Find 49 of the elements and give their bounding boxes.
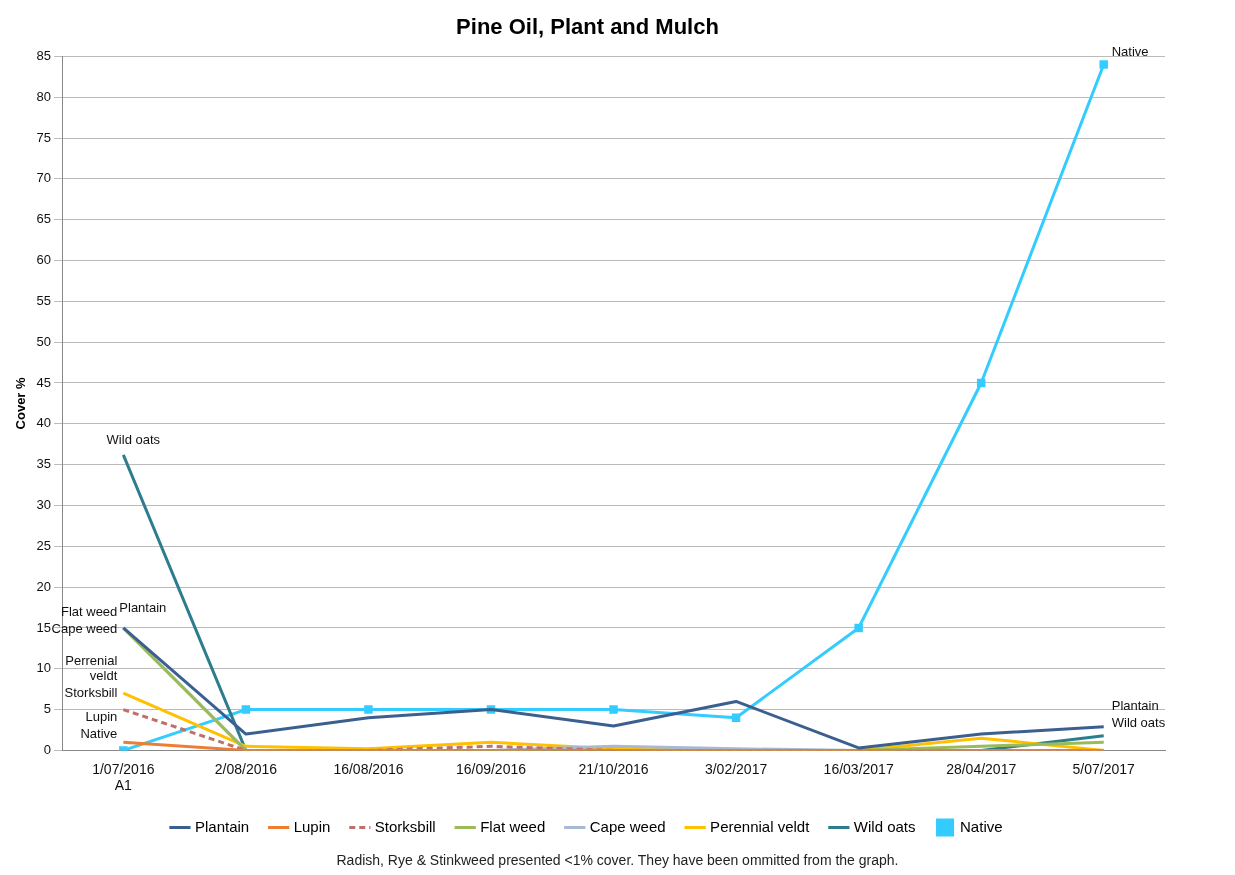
annotation: Native xyxy=(80,725,118,741)
legend-label: Plantain xyxy=(194,817,250,835)
y-tick-label: 35 xyxy=(36,456,52,472)
x-tick-label: 28/04/2017 xyxy=(946,760,1017,777)
y-tick-label: 30 xyxy=(36,497,52,513)
y-tick-label: 15 xyxy=(36,619,52,635)
y-tick-label: 0 xyxy=(43,741,52,757)
annotation: Perrenial veldt xyxy=(65,653,118,684)
legend-label: Flat weed xyxy=(480,817,546,835)
x-tick-label: 2/08/2016 xyxy=(214,760,278,777)
y-tick-label: 80 xyxy=(36,88,52,104)
y-tick-label: 70 xyxy=(36,170,52,186)
y-tick-label: 20 xyxy=(36,578,52,594)
legend-label: Storksbill xyxy=(374,817,436,835)
legend-label: Lupin xyxy=(293,817,331,835)
y-tick-label: 75 xyxy=(36,129,52,145)
x-tick-label: 16/09/2016 xyxy=(455,760,527,777)
y-tick-label: 85 xyxy=(36,47,52,63)
text: Radish, Rye & Stinkweed presented <1% cover. They have been ommitted from the graph. xyxy=(335,851,900,870)
x-tick-label: 21/10/2016 xyxy=(578,760,649,777)
legend-label: Native xyxy=(960,817,1003,835)
legend-label: Cape weed xyxy=(589,817,666,835)
annotation: Flat weed xyxy=(60,603,118,619)
y-tick-label: 40 xyxy=(36,415,52,431)
x-tick-label: 3/02/2017 xyxy=(704,760,768,777)
annotation: Wild oats xyxy=(106,432,161,448)
y-tick-label: 10 xyxy=(36,660,52,676)
legend-label: Wild oats xyxy=(853,817,916,835)
y-tick-label: 25 xyxy=(36,537,52,553)
annotation: Lupin xyxy=(85,708,118,724)
y-tick-label: 60 xyxy=(36,252,52,268)
annotation: Cape weed xyxy=(51,621,118,637)
x-tick-label: 16/08/2016 xyxy=(333,760,404,777)
y-tick-label: 5 xyxy=(43,701,52,717)
chart-title: Pine Oil, Plant and Mulch xyxy=(456,14,719,40)
x-tick-label: 16/03/2017 xyxy=(823,760,894,777)
y-tick-label: 55 xyxy=(36,292,52,308)
x-tick-label: 5/07/2017 xyxy=(1072,760,1136,777)
y-tick-label: 65 xyxy=(36,211,52,227)
y-axis-title: Cover % xyxy=(13,376,29,430)
x-tick-label: 1/07/2016 A1 xyxy=(92,760,155,794)
y-tick-label: 45 xyxy=(36,374,52,390)
annotation: Native xyxy=(1111,44,1149,60)
annotation: Storksbill xyxy=(64,685,118,701)
annotation: Wild oats xyxy=(1111,715,1166,731)
legend-label: Perennial veldt xyxy=(710,817,811,835)
y-tick-label: 50 xyxy=(36,333,52,349)
annotation: Plantain xyxy=(119,599,167,615)
annotation: Plantain xyxy=(1111,698,1159,714)
